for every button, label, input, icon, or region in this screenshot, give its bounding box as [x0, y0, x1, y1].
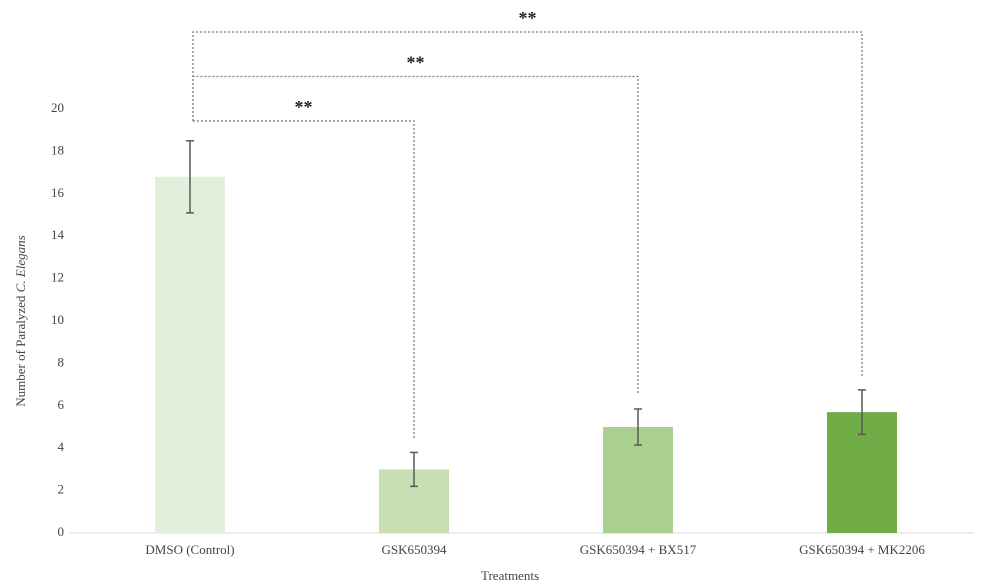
significance-bracket — [193, 120, 415, 439]
y-tick-label: 10 — [51, 312, 64, 327]
significance-bracket — [192, 31, 863, 376]
y-label-italic: C. Elegans — [13, 235, 28, 292]
significance-label: ** — [519, 8, 537, 28]
y-tick-label: 8 — [58, 354, 65, 369]
y-tick-label: 6 — [58, 397, 65, 412]
y-tick-label: 16 — [51, 185, 65, 200]
y-tick-label: 18 — [51, 142, 64, 157]
y-tick-label: 20 — [51, 100, 64, 115]
y-tick-label: 12 — [51, 270, 64, 285]
x-axis-label: Treatments — [481, 568, 539, 583]
x-tick-label: GSK650394 + BX517 — [580, 542, 697, 557]
y-tick-label: 14 — [51, 227, 65, 242]
x-tick-label: GSK650394 + MK2206 — [799, 542, 925, 557]
significance-label: ** — [295, 97, 313, 117]
bar — [155, 176, 225, 533]
significance-bracket — [192, 75, 639, 395]
y-tick-label: 2 — [58, 482, 65, 497]
significance-label: ** — [407, 53, 425, 73]
y-tick-label: 0 — [58, 524, 65, 539]
y-label-text: Number of Paralyzed — [13, 295, 28, 407]
y-axis-label: Number of Paralyzed C. Elegans — [13, 235, 28, 407]
y-tick-label: 4 — [58, 439, 65, 454]
x-tick-label: GSK650394 — [381, 542, 447, 557]
x-tick-label: DMSO (Control) — [145, 542, 234, 557]
